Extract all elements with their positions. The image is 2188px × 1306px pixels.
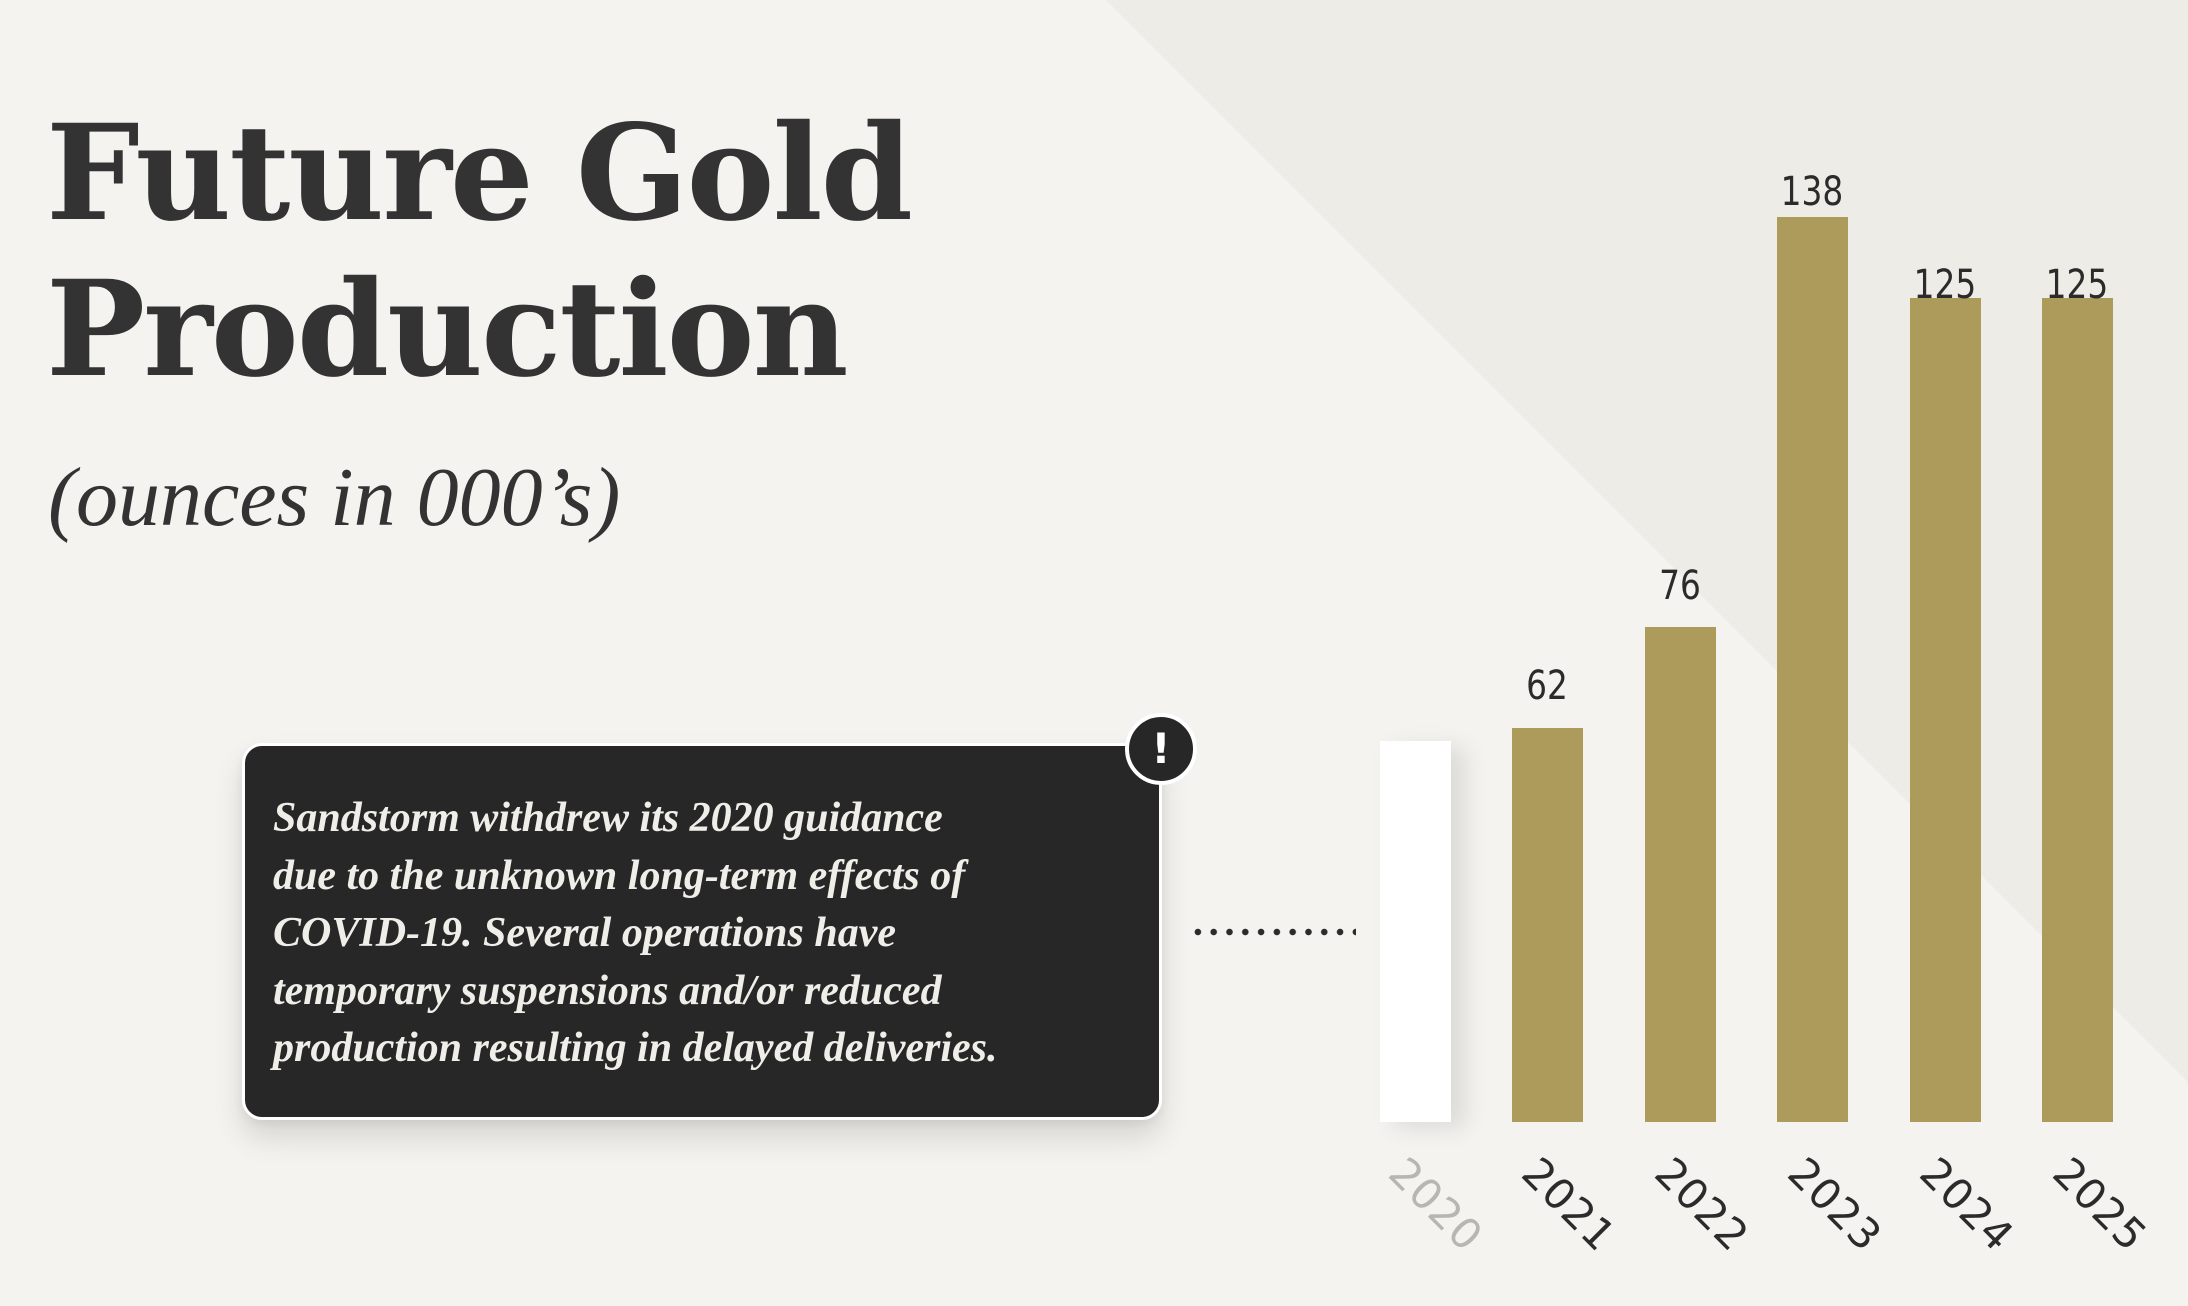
chart-title-line-1: Future Gold (46, 96, 913, 251)
callout-line: production resulting in delayed deliveri… (273, 1025, 998, 1071)
bar-2021 (1512, 728, 1583, 1122)
year-label-2024: 2024 (1910, 1147, 2024, 1261)
value-label-2021: 62 (1526, 663, 1568, 709)
year-label-2020: 2020 (1379, 1147, 1493, 1261)
chart-title-line-2: Production (46, 252, 849, 407)
chart-title: Future Gold Production (46, 96, 913, 408)
year-label-2022: 2022 (1645, 1147, 1759, 1261)
exclamation-icon: ! (1125, 713, 1197, 785)
bar-2025 (2042, 298, 2113, 1122)
callout-line: Sandstorm withdrew its 2020 guidance (273, 795, 943, 841)
guidance-withdrawn-callout: Sandstorm withdrew its 2020 guidance due… (242, 743, 1162, 1120)
year-label-2021: 2021 (1512, 1147, 1626, 1261)
value-label-2023: 138 (1780, 169, 1844, 215)
bar-2023 (1777, 217, 1848, 1122)
callout-line: COVID-19. Several operations have (273, 910, 896, 956)
bar-2022 (1645, 627, 1716, 1122)
value-label-2024: 125 (1913, 262, 1977, 308)
value-label-2025: 125 (2045, 262, 2109, 308)
year-label-2025: 2025 (2043, 1147, 2157, 1261)
callout-text: Sandstorm withdrew its 2020 guidance due… (273, 790, 1153, 1078)
callout-leader-dotted-line (1190, 928, 1356, 936)
year-label-2023: 2023 (1778, 1147, 1892, 1261)
bar-2020 (1380, 741, 1451, 1122)
bar-2024 (1910, 298, 1981, 1122)
chart-subtitle: (ounces in 000’s) (48, 451, 621, 544)
callout-line: temporary suspensions and/or reduced (273, 967, 942, 1014)
value-label-2022: 76 (1659, 563, 1701, 609)
callout-line: due to the unknown long-term effects of (273, 852, 966, 899)
